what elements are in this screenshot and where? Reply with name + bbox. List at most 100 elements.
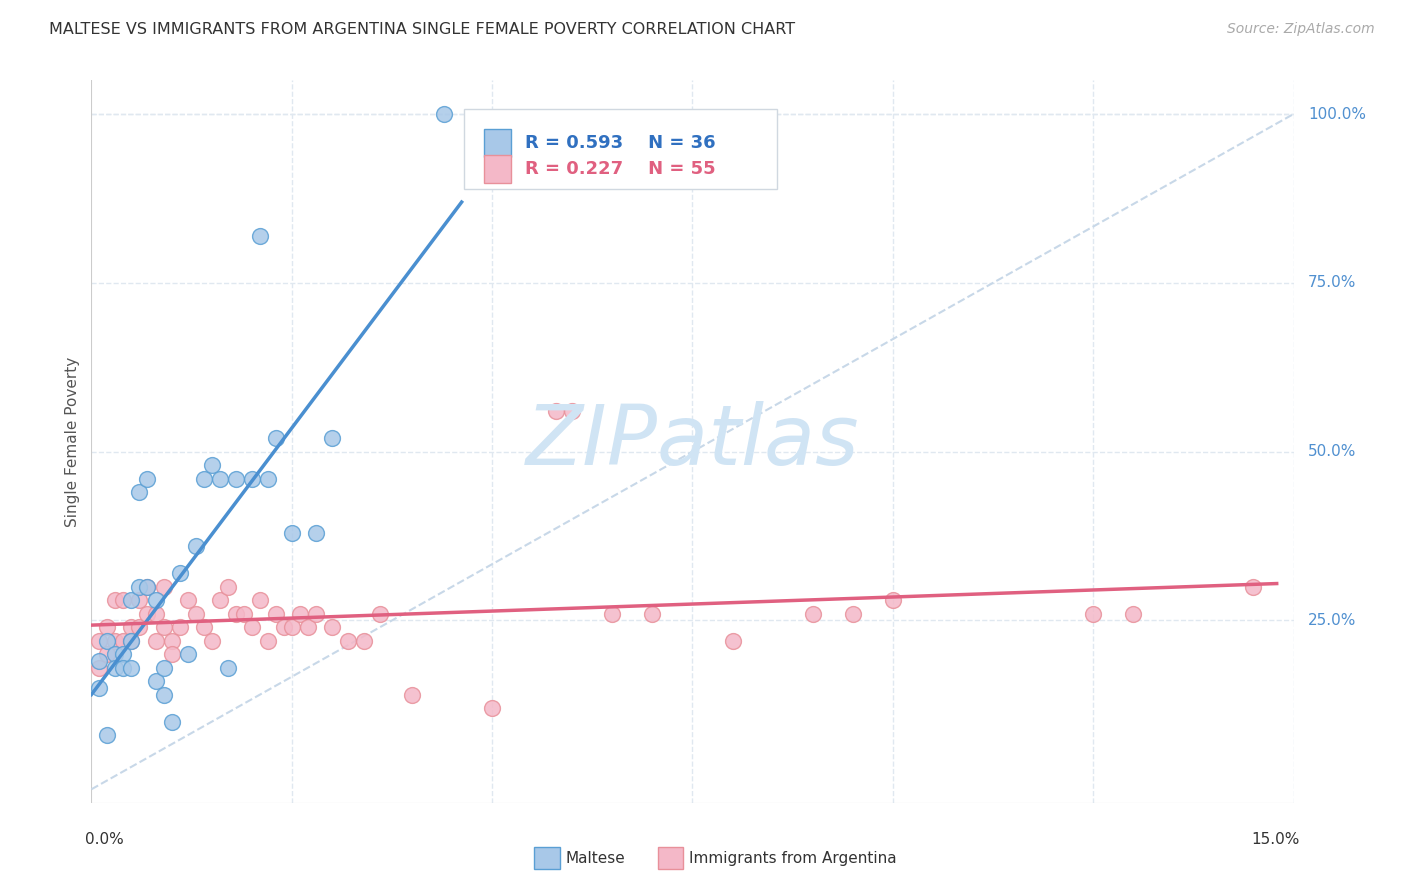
Point	[112, 633, 135, 648]
FancyBboxPatch shape	[485, 155, 510, 183]
Point	[104, 633, 127, 648]
Point	[546, 404, 568, 418]
Point	[288, 607, 311, 621]
Point	[232, 607, 254, 621]
Point	[136, 580, 159, 594]
Point	[273, 620, 295, 634]
Point	[112, 647, 135, 661]
Text: R = 0.593    N = 36: R = 0.593 N = 36	[526, 134, 716, 153]
Point	[208, 593, 231, 607]
Point	[136, 607, 159, 621]
Point	[401, 688, 423, 702]
Point	[136, 580, 159, 594]
Point	[193, 472, 215, 486]
Point	[145, 607, 167, 621]
Point	[128, 593, 150, 607]
Point	[217, 580, 239, 594]
Point	[1083, 607, 1105, 621]
Point	[201, 458, 224, 472]
Point	[121, 620, 143, 634]
Point	[96, 620, 118, 634]
Point	[112, 593, 135, 607]
Point	[96, 633, 118, 648]
Point	[169, 566, 191, 581]
Point	[1243, 580, 1265, 594]
Point	[225, 472, 247, 486]
Point	[240, 620, 263, 634]
Point	[281, 525, 304, 540]
Text: Immigrants from Argentina: Immigrants from Argentina	[689, 851, 897, 865]
Text: 50.0%: 50.0%	[1308, 444, 1357, 459]
Point	[121, 661, 143, 675]
Point	[121, 633, 143, 648]
Point	[128, 485, 150, 500]
Point	[561, 404, 583, 418]
Point	[368, 607, 391, 621]
Point	[801, 607, 824, 621]
Point	[152, 620, 174, 634]
Point	[256, 472, 278, 486]
Point	[145, 674, 167, 689]
Point	[433, 107, 456, 121]
Point	[721, 633, 744, 648]
Point	[145, 593, 167, 607]
Y-axis label: Single Female Poverty: Single Female Poverty	[65, 357, 80, 526]
Point	[481, 701, 503, 715]
Point	[305, 607, 328, 621]
Text: 100.0%: 100.0%	[1308, 106, 1367, 121]
Point	[641, 607, 664, 621]
Point	[121, 633, 143, 648]
Text: ZIPatlas: ZIPatlas	[526, 401, 859, 482]
Point	[89, 681, 111, 695]
Point	[128, 620, 150, 634]
Point	[96, 728, 118, 742]
Point	[136, 472, 159, 486]
Point	[160, 647, 183, 661]
Point	[112, 661, 135, 675]
Point	[201, 633, 224, 648]
Point	[321, 431, 343, 445]
Point	[264, 607, 287, 621]
FancyBboxPatch shape	[485, 129, 510, 157]
Point	[264, 431, 287, 445]
Point	[217, 661, 239, 675]
Point	[1122, 607, 1144, 621]
Point	[104, 647, 127, 661]
Point	[145, 633, 167, 648]
FancyBboxPatch shape	[464, 109, 776, 189]
Text: Maltese: Maltese	[565, 851, 624, 865]
Text: 75.0%: 75.0%	[1308, 276, 1357, 291]
Point	[297, 620, 319, 634]
Point	[225, 607, 247, 621]
Point	[353, 633, 375, 648]
Point	[240, 472, 263, 486]
Point	[249, 228, 271, 243]
Text: Source: ZipAtlas.com: Source: ZipAtlas.com	[1227, 22, 1375, 37]
Point	[160, 633, 183, 648]
Point	[184, 539, 207, 553]
Point	[169, 620, 191, 634]
Point	[256, 633, 278, 648]
Text: R = 0.227    N = 55: R = 0.227 N = 55	[526, 161, 716, 178]
Point	[160, 714, 183, 729]
Text: MALTESE VS IMMIGRANTS FROM ARGENTINA SINGLE FEMALE POVERTY CORRELATION CHART: MALTESE VS IMMIGRANTS FROM ARGENTINA SIN…	[49, 22, 796, 37]
Point	[193, 620, 215, 634]
Point	[305, 525, 328, 540]
Point	[152, 580, 174, 594]
Point	[89, 633, 111, 648]
Point	[321, 620, 343, 634]
Point	[184, 607, 207, 621]
Text: 0.0%: 0.0%	[86, 831, 124, 847]
Point	[176, 647, 198, 661]
Point	[152, 661, 174, 675]
Point	[128, 580, 150, 594]
Point	[96, 647, 118, 661]
Point	[882, 593, 904, 607]
Point	[281, 620, 304, 634]
Point	[152, 688, 174, 702]
Point	[104, 661, 127, 675]
Text: 25.0%: 25.0%	[1308, 613, 1357, 628]
Point	[121, 593, 143, 607]
Point	[104, 593, 127, 607]
Point	[336, 633, 359, 648]
